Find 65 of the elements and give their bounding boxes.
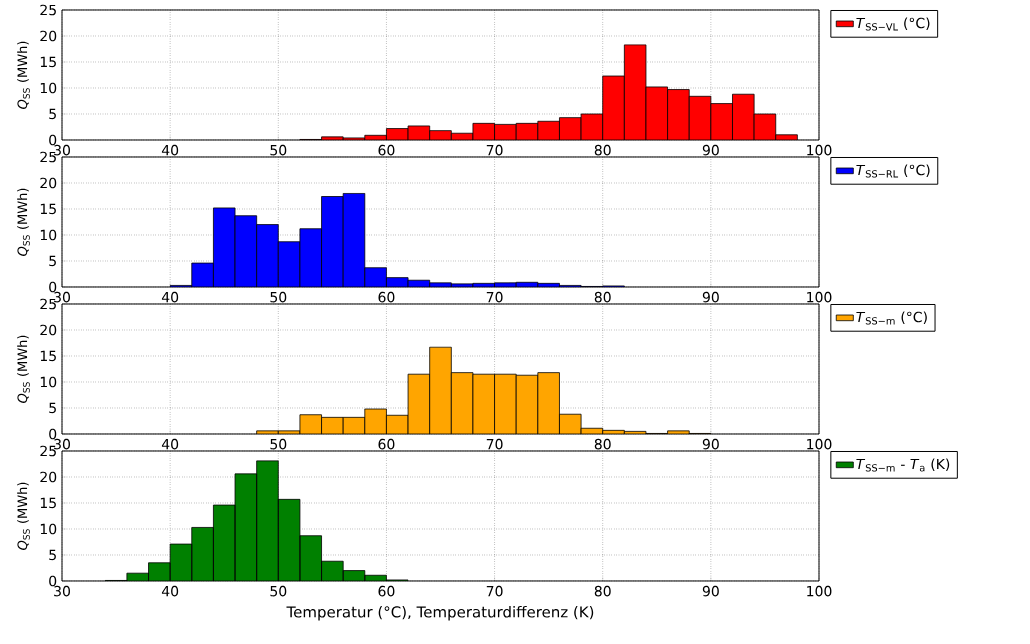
legend-label: T$_{SS−m}$ - T$_{a}$ (K): [856, 458, 950, 472]
y-tick-label: 20: [40, 30, 57, 42]
x-tick-label: 60: [378, 585, 395, 597]
y-tick-label: 10: [40, 82, 57, 94]
x-tick-label: 80: [594, 144, 611, 156]
y-tick-label: 15: [40, 350, 56, 362]
x-axis-title: Temperatur (°C), Temperaturdifferenz (K): [286, 605, 594, 621]
y-tick-label: 5: [49, 549, 56, 561]
legend-label: T$_{SS−RL}$ (°C): [856, 164, 930, 178]
legend-label: T$_{SS−VL}$ (°C): [856, 17, 930, 31]
x-tick-label: 80: [594, 291, 611, 303]
y-axis-title: Q$_{SS}$ (MWh): [17, 335, 30, 403]
x-tick-label: 30: [54, 585, 70, 597]
x-tick-label: 40: [161, 291, 179, 303]
x-tick-label: 90: [702, 438, 719, 450]
x-tick-label: 80: [594, 585, 611, 597]
x-tick-label: 40: [161, 585, 179, 597]
x-tick-label: 60: [378, 144, 395, 156]
x-tick-label: 100: [807, 291, 832, 303]
y-tick-label: 20: [40, 177, 57, 189]
y-axis-title: Q$_{SS}$ (MWh): [17, 482, 30, 550]
y-tick-label: 5: [49, 255, 56, 267]
x-tick-label: 50: [270, 291, 287, 303]
y-tick-label: 15: [40, 497, 56, 509]
y-tick-label: 25: [40, 445, 56, 457]
y-tick-label: 0: [49, 134, 57, 146]
y-tick-label: 0: [49, 428, 57, 440]
x-tick-label: 80: [594, 438, 611, 450]
y-tick-label: 20: [40, 324, 57, 336]
x-tick-label: 90: [702, 291, 719, 303]
y-tick-label: 0: [49, 575, 57, 587]
y-tick-label: 5: [49, 108, 56, 120]
y-axis-title: Q$_{SS}$ (MWh): [17, 41, 30, 109]
y-tick-label: 10: [40, 523, 57, 535]
y-tick-label: 25: [40, 151, 56, 163]
y-tick-label: 0: [49, 281, 57, 293]
x-tick-label: 90: [702, 585, 719, 597]
x-tick-label: 60: [378, 291, 395, 303]
x-tick-label: 100: [807, 438, 832, 450]
x-tick-label: 100: [807, 585, 832, 597]
y-axis-title: Q$_{SS}$ (MWh): [17, 188, 30, 256]
x-tick-label: 70: [486, 585, 503, 597]
y-tick-label: 15: [40, 203, 56, 215]
y-tick-label: 5: [49, 402, 56, 414]
y-tick-label: 25: [40, 4, 56, 16]
x-tick-label: 50: [270, 144, 287, 156]
legend-label: T$_{SS−m}$ (°C): [856, 311, 927, 325]
x-tick-label: 100: [807, 144, 832, 156]
x-tick-label: 40: [161, 438, 179, 450]
y-tick-label: 10: [40, 229, 57, 241]
x-tick-label: 90: [702, 144, 719, 156]
x-tick-label: 50: [270, 438, 287, 450]
x-tick-label: 50: [270, 585, 287, 597]
x-tick-label: 60: [378, 438, 395, 450]
y-tick-label: 15: [40, 56, 56, 68]
x-tick-label: 70: [486, 144, 503, 156]
x-tick-label: 30: [54, 438, 70, 450]
x-tick-label: 70: [486, 291, 503, 303]
y-tick-label: 20: [40, 471, 57, 483]
y-tick-label: 10: [40, 376, 57, 388]
y-tick-label: 25: [40, 298, 56, 310]
x-tick-label: 70: [486, 438, 503, 450]
x-tick-label: 30: [54, 291, 70, 303]
x-tick-label: 30: [54, 144, 70, 156]
x-tick-label: 40: [161, 144, 179, 156]
